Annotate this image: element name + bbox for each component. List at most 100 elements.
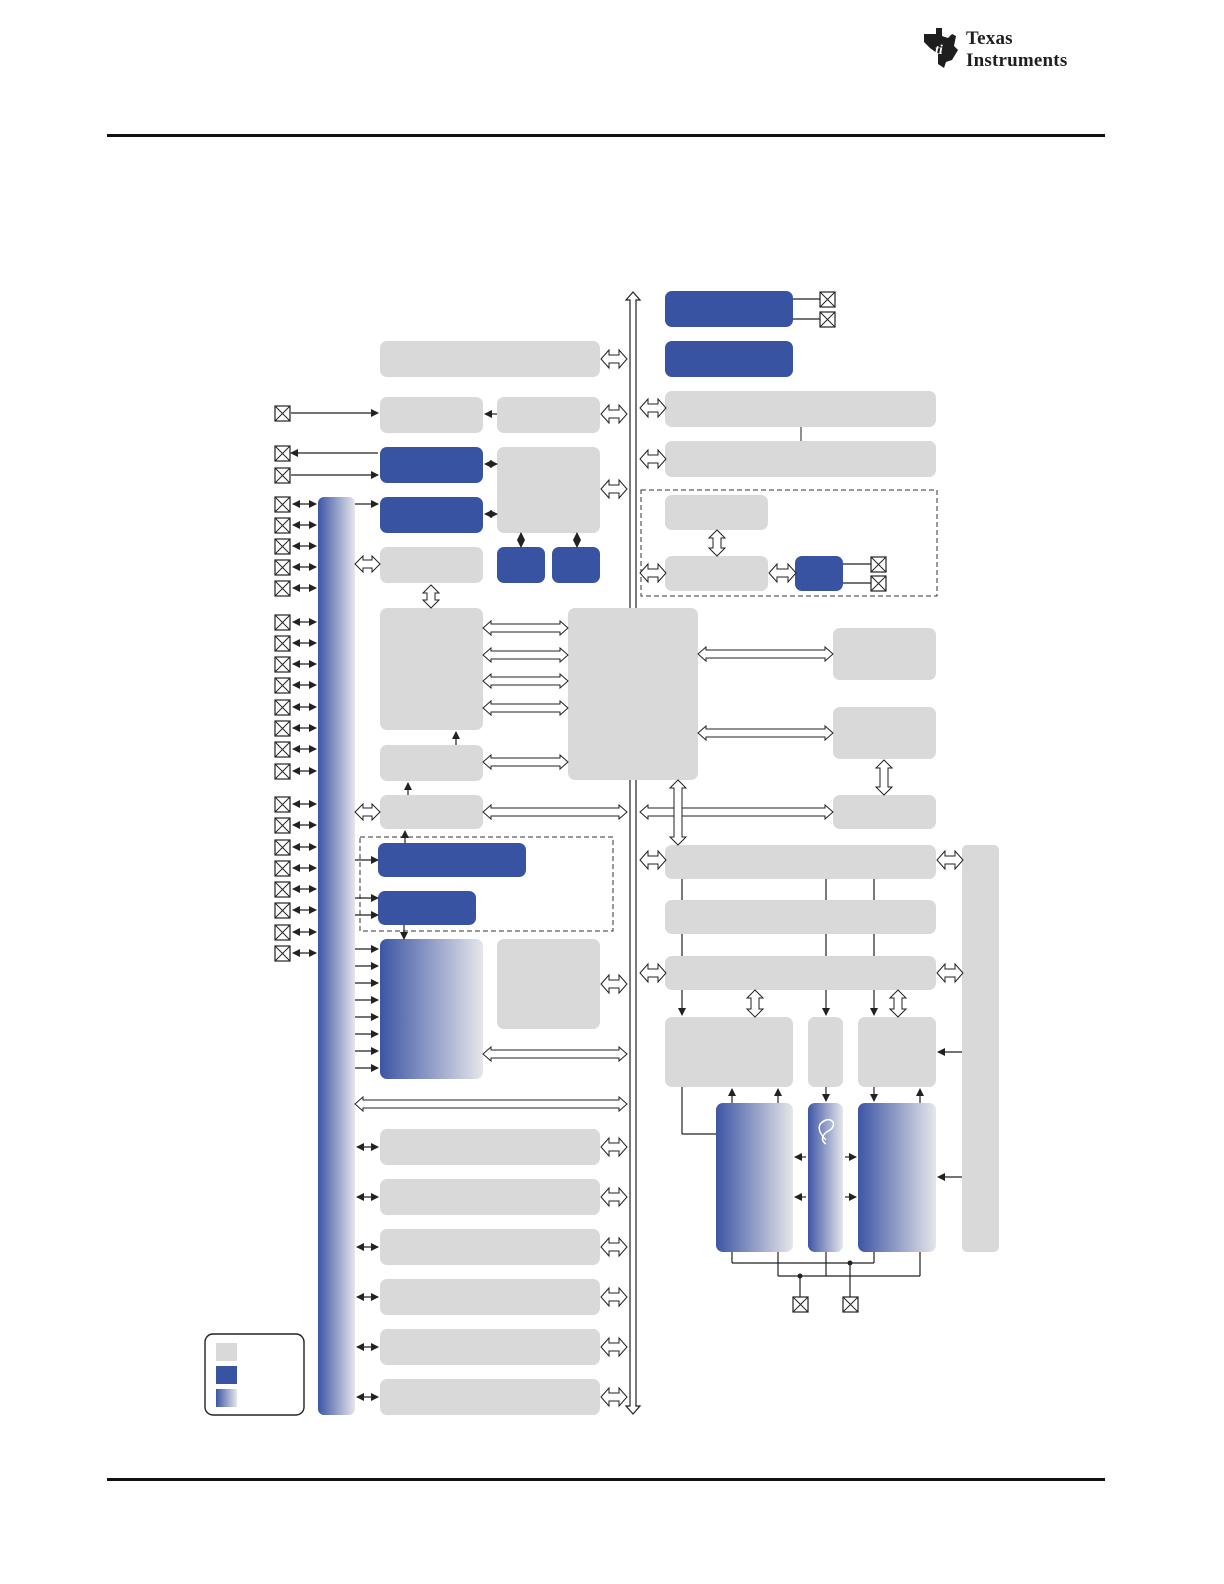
bus-arrow [707,529,727,557]
pin-icon [274,741,291,758]
adc-ctrl-block [665,845,936,879]
pin-icon [274,559,291,576]
adc-seq-block [665,900,936,934]
pin-icon [274,405,291,422]
pin-icon [274,614,291,631]
peripheral-bar-5 [380,1329,600,1365]
sram-block [665,441,936,477]
power-domain-right [640,489,938,597]
pin-icon [819,291,836,308]
timer-block-a [497,547,545,583]
connector-lines [290,291,964,1408]
bus-arrow [600,403,628,425]
pin-icon [870,556,887,573]
pin-icon [274,720,291,737]
logo-text-line1: Texas [966,28,1013,49]
texas-instruments-logo: ti Texas Instruments [918,22,1108,74]
bus-arrow [936,962,964,984]
pin-icon [274,496,291,513]
bus-arrow [936,849,964,871]
bus-arrow [888,989,908,1018]
bus-arrow [697,645,834,663]
bus-arrow [482,699,569,717]
bus-arrow [639,803,834,821]
bus-arrow [874,759,894,796]
bus-arrow [668,779,688,846]
pin-icon [274,677,291,694]
pwr-block-small [378,891,476,925]
pwr-block-wide [378,843,526,877]
timer-block-b [552,547,600,583]
legend-swatch-light [216,1343,237,1361]
memory-block-top [380,341,600,377]
bus-arrow [600,973,628,995]
debug-block [833,795,936,829]
pll-block [497,447,600,533]
power-domain-left [359,836,614,932]
lp-block-top [665,495,768,530]
pin-icon [274,763,291,780]
peripheral-bar-4 [380,1279,600,1315]
analog-bus-column [962,845,999,1252]
aux-block [497,939,600,1029]
bus-arrow [482,753,569,771]
sine-wave-icon [818,1118,835,1145]
clock-block [665,291,793,327]
gpio-ctrl-block [380,547,483,583]
pin-icon [274,580,291,597]
bus-arrow [600,1186,628,1208]
lp-block-bottom [665,556,768,591]
bus-arrow [354,802,381,822]
peripheral-bar-3 [380,1229,600,1265]
bus-arrow [639,849,667,871]
left-pin-group [274,405,291,962]
pin-icon [792,1296,809,1313]
pin-icon [274,881,291,898]
bus-arrow [745,989,765,1018]
interrupt-block [497,397,600,433]
pin-icon [274,817,291,834]
pin-icon [842,1296,859,1313]
peripheral-bar-2 [380,1179,600,1215]
bus-arrow [482,619,569,637]
legend-swatch-dark [216,1366,237,1384]
pin-icon [274,699,291,716]
ref-block [808,1017,843,1087]
comparator-block [380,939,483,1079]
flash-block [665,391,936,427]
xtal-block [380,447,483,483]
bus-arrow [600,478,628,500]
pin-icon [274,635,291,652]
bus-arrow [697,724,834,742]
bus-arrow [639,448,667,470]
cpu-core-block [568,608,698,780]
svg-text:ti: ti [935,43,943,58]
footer-rule [107,1478,1105,1481]
bus-arrow [354,1095,628,1113]
pin-icon [274,860,291,877]
logo-text-line2: Instruments [966,50,1068,71]
bus-arrow [768,562,797,584]
bus-arrow [600,1386,628,1408]
peripheral-bar-1 [380,1129,600,1165]
aes-block [833,707,936,759]
reset-block [380,397,483,433]
pin-icon [274,945,291,962]
bridge-block [380,795,483,829]
pin-icon [274,445,291,462]
pin-icon [274,924,291,941]
legend-swatch-gradient [216,1389,237,1407]
bus-arrow [482,672,569,690]
bus-arrow [600,348,628,370]
pin-icon [274,656,291,673]
pin-icon [274,796,291,813]
bus-arrow [639,562,667,584]
bus-arrow [421,584,441,609]
header-rule [107,134,1105,137]
gpio-mux-column [318,497,355,1415]
dac-block [858,1017,936,1087]
ti-state-icon: ti [924,28,958,68]
adc-block [665,1017,793,1087]
pin-icon [274,517,291,534]
